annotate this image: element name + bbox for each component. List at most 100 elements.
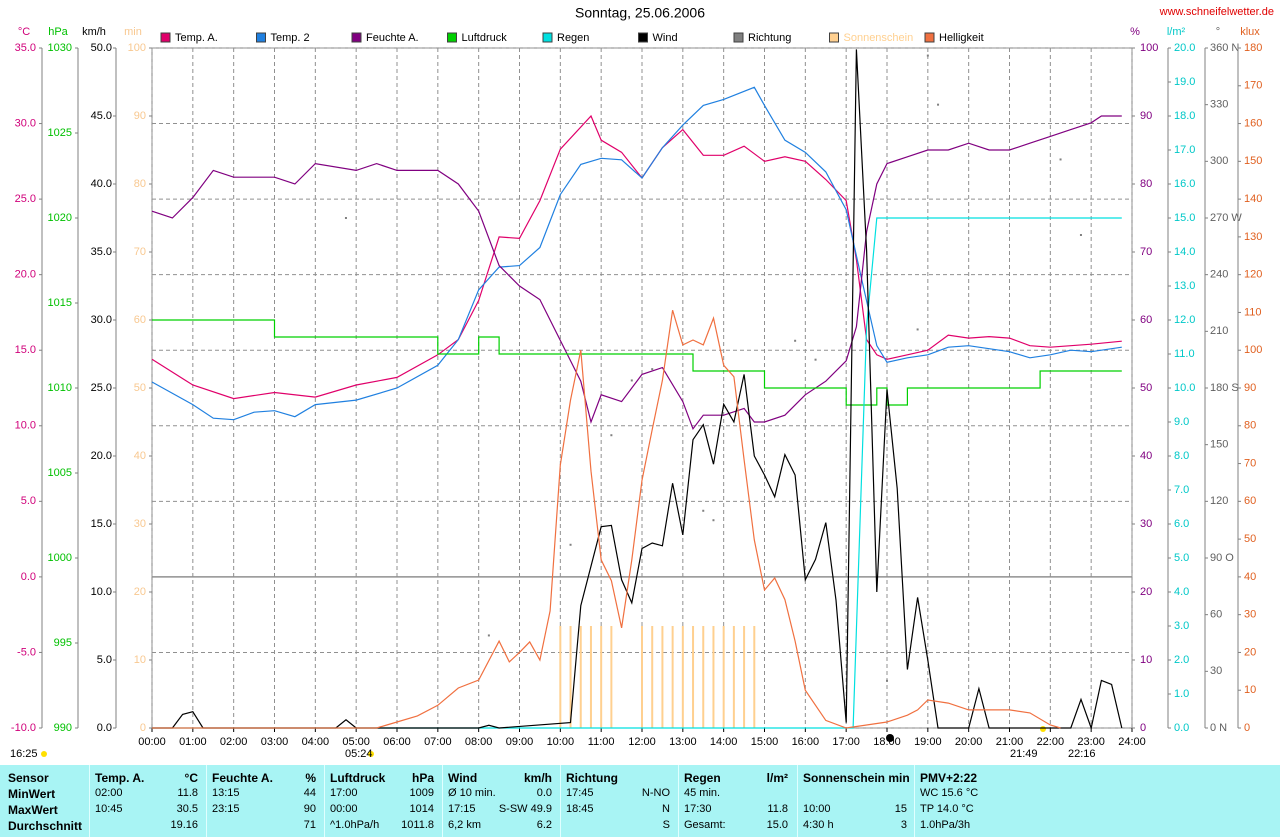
table-cell: WC 15.6 °C xyxy=(920,787,979,799)
y-tick-label: 995 xyxy=(54,637,72,649)
y-tick-label: 30 xyxy=(1210,665,1222,677)
series-line xyxy=(152,217,1122,729)
table-cell: km/h xyxy=(523,771,552,785)
x-tick-label: 22:00 xyxy=(1037,736,1065,748)
x-tick-label: 19:00 xyxy=(914,736,942,748)
table-cell: 4:30 h xyxy=(803,819,834,831)
direction-dot xyxy=(702,509,705,512)
legend-label: Helligkeit xyxy=(939,32,984,44)
y-tick-label: 1020 xyxy=(48,212,72,224)
table-cell: Gesamt: xyxy=(684,819,726,831)
x-tick-label: 16:00 xyxy=(792,736,820,748)
y-tick-label: 20.0 xyxy=(1174,42,1195,54)
table-cell: °C xyxy=(184,771,198,785)
y-tick-label: 25.0 xyxy=(91,382,112,394)
y-tick-label: 10 xyxy=(134,654,146,666)
series-line xyxy=(152,319,1122,406)
table-cell: 13:15 xyxy=(212,787,240,799)
y-tick-label: 0.0 xyxy=(1174,722,1189,734)
direction-dot xyxy=(610,434,613,437)
y-tick-label: 60 xyxy=(1140,314,1152,326)
table-cell: 17:15 xyxy=(448,803,476,815)
y-tick-label: 30 xyxy=(1244,609,1256,621)
y-tick-label: 70 xyxy=(134,246,146,258)
y-tick-label: 0 xyxy=(1140,722,1146,734)
y-tick-label: 50 xyxy=(1140,382,1152,394)
y-tick-label: 360 N xyxy=(1210,42,1239,54)
time-annotation: 22:16 xyxy=(1068,748,1096,760)
table-cell: Richtung xyxy=(566,771,618,785)
direction-dot xyxy=(916,328,919,331)
y-tick-label: 1.0 xyxy=(1174,688,1189,700)
table-cell: PMV+2:22 xyxy=(920,771,978,785)
y-tick-label: 0.0 xyxy=(21,571,36,583)
y-tick-label: -10.0 xyxy=(11,722,36,734)
y-tick-label: 60 xyxy=(134,314,146,326)
direction-dot xyxy=(630,379,633,382)
table-cell: % xyxy=(305,771,316,785)
y-tick-label: 45.0 xyxy=(91,110,112,122)
series-line xyxy=(152,49,1123,731)
direction-dot xyxy=(1079,234,1082,236)
table-cell: S xyxy=(662,819,670,831)
y-tick-label: 50 xyxy=(134,382,146,394)
y-tick-label: 0.0 xyxy=(97,722,112,734)
table-cell: 0.0 xyxy=(536,787,552,799)
table-cell: 3 xyxy=(900,819,907,831)
x-tick-label: 10:00 xyxy=(547,736,575,748)
x-tick-label: 03:00 xyxy=(261,736,289,748)
y-tick-label: 170 xyxy=(1244,80,1262,92)
table-cell: 15.0 xyxy=(766,819,788,831)
table-cell: TP 14.0 °C xyxy=(920,803,974,815)
y-tick-label: 120 xyxy=(1244,269,1262,281)
y-tick-label: 20 xyxy=(1244,646,1256,658)
y-tick-label: 240 xyxy=(1210,269,1228,281)
y-tick-label: 1000 xyxy=(48,552,72,564)
x-tick-label: 04:00 xyxy=(302,736,330,748)
y-tick-label: 3.0 xyxy=(1174,620,1189,632)
direction-dot xyxy=(712,519,715,522)
x-tick-label: 11:00 xyxy=(588,736,615,748)
y-tick-label: 1015 xyxy=(48,297,72,309)
table-cell: 30.5 xyxy=(176,803,198,815)
y-tick-label: 20 xyxy=(134,586,146,598)
table-cell: 1014 xyxy=(409,803,434,815)
table-cell: hPa xyxy=(411,771,434,785)
table-cell: 17:00 xyxy=(330,787,358,799)
table-cell: 15 xyxy=(894,803,907,815)
y-tick-label: 100 xyxy=(1140,42,1158,54)
time-annotation: 05:24 xyxy=(345,748,373,760)
direction-dot xyxy=(926,54,929,57)
chart-title: Sonntag, 25.06.2006 xyxy=(575,5,705,21)
y-tick-label: 60 xyxy=(1210,609,1222,621)
x-tick-label: 21:00 xyxy=(996,736,1024,748)
y-tick-label: 50 xyxy=(1244,533,1256,545)
moon-icon xyxy=(886,734,894,742)
x-tick-label: 12:00 xyxy=(628,736,656,748)
table-cell: Sonnenschein min xyxy=(803,771,910,785)
axis-unit: % xyxy=(1130,26,1140,38)
x-tick-label: 18:00 xyxy=(873,736,901,748)
table-cell: 02:00 xyxy=(95,787,123,799)
y-tick-label: 120 xyxy=(1210,495,1228,507)
axis-unit: °C xyxy=(18,26,30,38)
y-tick-label: 130 xyxy=(1244,231,1262,243)
x-tick-label: 13:00 xyxy=(669,736,697,748)
y-tick-label: 8.0 xyxy=(1174,450,1189,462)
direction-dot xyxy=(569,543,572,546)
series-line xyxy=(151,114,1122,400)
y-tick-label: 1005 xyxy=(48,467,72,479)
legend-swatch xyxy=(638,32,648,43)
y-tick-label: 4.0 xyxy=(1174,586,1189,598)
table-cell: MinWert xyxy=(8,787,56,801)
y-tick-label: 14.0 xyxy=(1174,246,1195,258)
legend-swatch xyxy=(256,32,266,43)
y-tick-label: 1025 xyxy=(48,127,72,139)
y-tick-label: 6.0 xyxy=(1174,518,1189,530)
y-tick-label: 15.0 xyxy=(1174,212,1195,224)
y-tick-label: 110 xyxy=(1244,306,1262,318)
y-tick-label: 5.0 xyxy=(97,654,112,666)
table-cell: 6.2 xyxy=(536,819,552,831)
legend-label: Regen xyxy=(557,32,589,44)
table-cell: 10:00 xyxy=(803,803,831,815)
